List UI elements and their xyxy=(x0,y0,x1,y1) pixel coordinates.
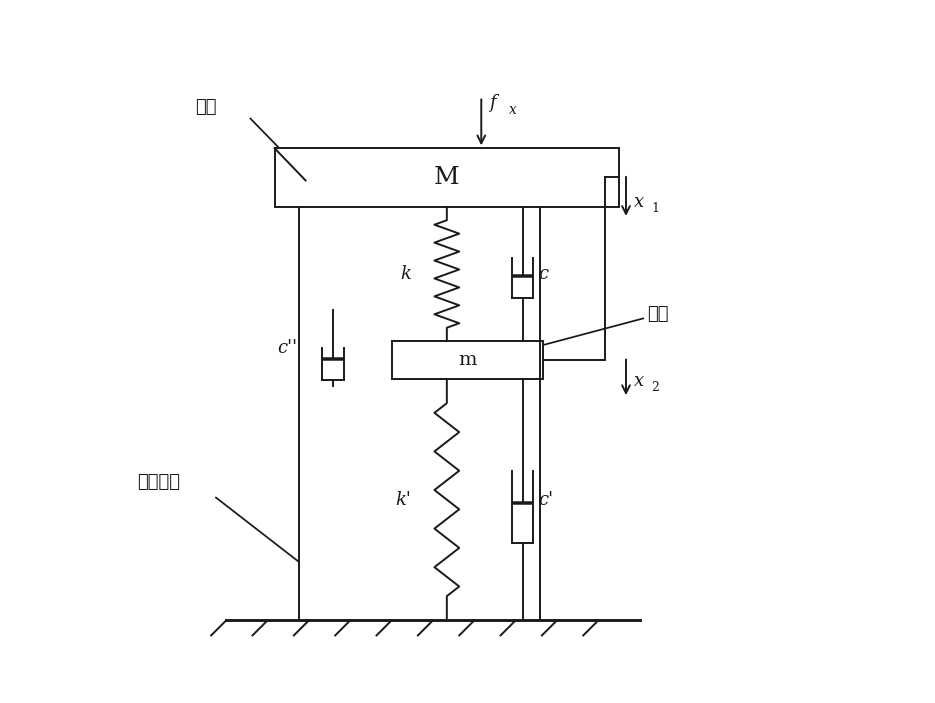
Text: x: x xyxy=(634,372,644,389)
Text: c': c' xyxy=(538,491,553,509)
Text: M: M xyxy=(434,166,460,189)
Text: 试验轴承: 试验轴承 xyxy=(137,473,180,491)
Text: 2: 2 xyxy=(652,381,659,394)
Text: k: k xyxy=(400,265,411,283)
Text: 瓦片: 瓦片 xyxy=(647,304,669,323)
Bar xyxy=(392,341,543,379)
Text: x: x xyxy=(634,193,644,211)
Text: c: c xyxy=(538,265,548,283)
Text: 1: 1 xyxy=(652,202,659,215)
Text: m: m xyxy=(458,351,477,369)
Text: 轴颈: 轴颈 xyxy=(195,98,217,116)
Text: x: x xyxy=(509,103,517,117)
Text: f: f xyxy=(490,94,496,112)
Bar xyxy=(275,148,619,207)
Text: c'': c'' xyxy=(277,339,297,357)
Text: k': k' xyxy=(396,491,411,509)
